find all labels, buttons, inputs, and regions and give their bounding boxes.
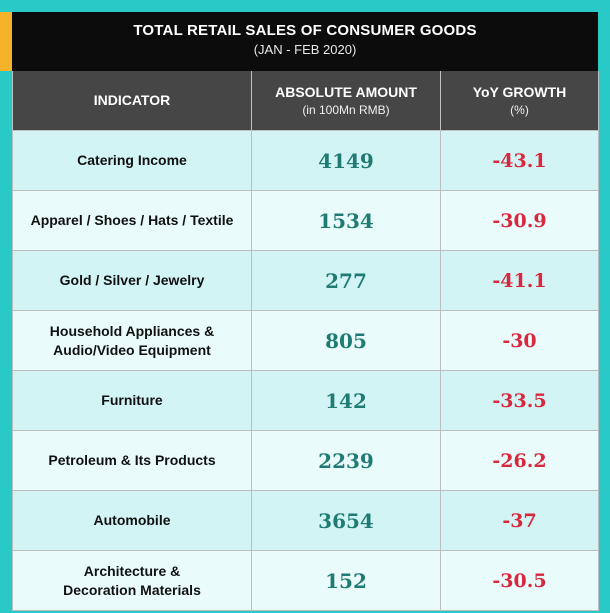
indicator-line-2: Decoration Materials xyxy=(63,581,201,598)
indicator-cell: Petroleum & Its Products xyxy=(12,430,252,491)
indicator-cell: Household Appliances & Audio/Video Equip… xyxy=(12,310,252,371)
table-row: Furniture 142 -33.5 xyxy=(12,370,599,431)
indicator-line-1: Architecture & xyxy=(83,562,181,579)
accent-stripe xyxy=(0,12,12,71)
indicator-cell: Gold / Silver / Jewelry xyxy=(12,250,252,311)
table-row: Architecture & Decoration Materials 152 … xyxy=(12,550,599,611)
indicator-cell: Automobile xyxy=(12,490,252,551)
table-row: Catering Income 4149 -43.1 xyxy=(12,130,599,191)
column-header-amount: ABSOLUTE AMOUNT (in 100Mn RMB) xyxy=(251,71,441,131)
amount-cell: 805 xyxy=(251,310,441,371)
growth-cell: -33.5 xyxy=(440,370,599,431)
indicator-cell: Apparel / Shoes / Hats / Textile xyxy=(12,190,252,251)
growth-cell: -37 xyxy=(440,490,599,551)
table-row: Apparel / Shoes / Hats / Textile 1534 -3… xyxy=(12,190,599,251)
title-bar: TOTAL RETAIL SALES OF CONSUMER GOODS (JA… xyxy=(12,12,598,71)
header-row: INDICATOR ABSOLUTE AMOUNT (in 100Mn RMB)… xyxy=(12,71,599,131)
growth-cell: -43.1 xyxy=(440,130,599,191)
amount-cell: 4149 xyxy=(251,130,441,191)
growth-cell: -30.5 xyxy=(440,550,599,611)
indicator-cell: Architecture & Decoration Materials xyxy=(12,550,252,611)
column-header-indicator: INDICATOR xyxy=(12,71,252,131)
table-subtitle: (JAN - FEB 2020) xyxy=(253,42,357,57)
column-header-amount-unit: (in 100Mn RMB) xyxy=(302,102,390,117)
indicator-line-1: Household Appliances & xyxy=(49,322,215,339)
table-title: TOTAL RETAIL SALES OF CONSUMER GOODS xyxy=(133,22,477,39)
indicator-line-2: Audio/Video Equipment xyxy=(53,341,211,358)
amount-cell: 2239 xyxy=(251,430,441,491)
amount-cell: 277 xyxy=(251,250,441,311)
table-row: Petroleum & Its Products 2239 -26.2 xyxy=(12,430,599,491)
growth-cell: -30.9 xyxy=(440,190,599,251)
indicator-cell: Furniture xyxy=(12,370,252,431)
column-header-growth-unit: (%) xyxy=(510,102,529,117)
amount-cell: 142 xyxy=(251,370,441,431)
growth-cell: -26.2 xyxy=(440,430,599,491)
retail-sales-table: INDICATOR ABSOLUTE AMOUNT (in 100Mn RMB)… xyxy=(12,71,599,611)
table-row: Automobile 3654 -37 xyxy=(12,490,599,551)
column-header-amount-label: ABSOLUTE AMOUNT xyxy=(275,83,417,100)
column-header-growth-label: YoY GROWTH xyxy=(472,83,567,100)
amount-cell: 3654 xyxy=(251,490,441,551)
column-header-indicator-label: INDICATOR xyxy=(93,92,171,109)
growth-cell: -30 xyxy=(440,310,599,371)
amount-cell: 1534 xyxy=(251,190,441,251)
table-row: Gold / Silver / Jewelry 277 -41.1 xyxy=(12,250,599,311)
column-header-growth: YoY GROWTH (%) xyxy=(440,71,599,131)
amount-cell: 152 xyxy=(251,550,441,611)
table-row: Household Appliances & Audio/Video Equip… xyxy=(12,310,599,371)
indicator-cell: Catering Income xyxy=(12,130,252,191)
growth-cell: -41.1 xyxy=(440,250,599,311)
